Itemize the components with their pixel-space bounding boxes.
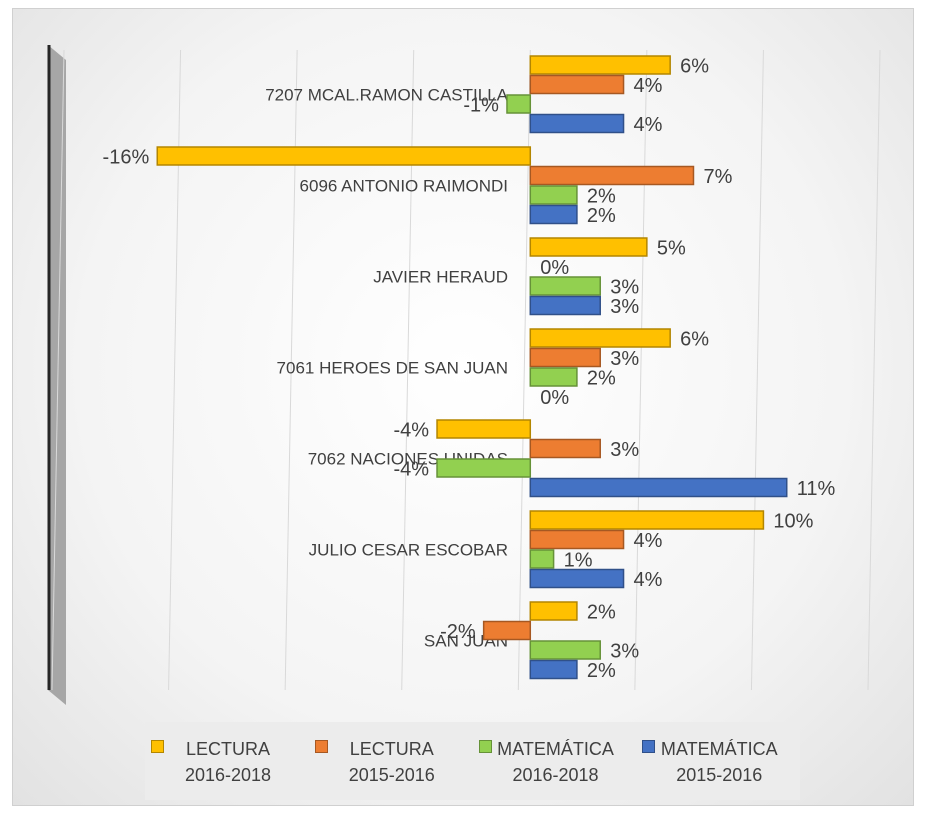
data-label: 0%	[540, 387, 569, 409]
bar	[529, 113, 625, 134]
legend: LECTURA 2016-2018 LECTURA 2015-2016 MATEMÁ…	[145, 722, 800, 800]
legend-label: LECTURA 2015-2016	[348, 739, 435, 785]
data-label: 3%	[610, 276, 639, 298]
bar	[529, 204, 578, 225]
bar	[529, 55, 671, 75]
data-label: 2%	[587, 367, 616, 389]
data-label: 6%	[680, 55, 709, 77]
data-label: 3%	[610, 348, 639, 370]
legend-swatch	[151, 740, 164, 753]
legend-item: LECTURA 2015-2016	[309, 722, 473, 800]
data-label: 3%	[610, 439, 639, 461]
data-label: -16%	[103, 146, 150, 168]
data-label: 4%	[634, 75, 663, 97]
legend-swatch	[478, 740, 492, 753]
bar	[529, 438, 601, 459]
bar	[529, 276, 601, 296]
bar	[529, 601, 578, 621]
data-label: 10%	[773, 510, 813, 532]
bar	[156, 146, 532, 166]
data-label: 11%	[797, 478, 836, 500]
bar	[529, 640, 601, 660]
data-label: 6%	[680, 328, 709, 350]
bar	[529, 568, 625, 589]
grid-line	[51, 49, 65, 691]
grid-line	[867, 49, 881, 691]
data-label: -1%	[463, 94, 499, 116]
bar	[436, 419, 532, 439]
legend-label: LECTURA 2016-2018	[184, 739, 272, 785]
data-label: 3%	[610, 640, 639, 662]
bar	[529, 347, 601, 368]
category-label: 6096 ANTONIO RAIMONDI	[300, 176, 508, 195]
data-label: 2%	[587, 601, 616, 623]
category-label: 7207 MCAL.RAMON CASTILLA	[265, 85, 508, 104]
legend-swatch	[642, 740, 656, 753]
bar	[529, 295, 601, 316]
data-label: 2%	[587, 205, 616, 227]
bar	[529, 510, 765, 530]
bar	[529, 529, 625, 550]
bar	[529, 74, 625, 95]
legend-swatch	[314, 740, 328, 753]
bar	[529, 549, 555, 569]
category-label: JAVIER HERAUD	[373, 267, 508, 286]
legend-item: LECTURA 2016-2018	[145, 722, 309, 800]
bar	[529, 367, 578, 387]
legend-item: MATEMÁTICA 2016-2018	[473, 722, 637, 800]
data-label: 1%	[564, 549, 593, 571]
bar	[529, 237, 648, 257]
bar	[529, 185, 578, 205]
category-label: 7061 HEROES DE SAN JUAN	[277, 358, 508, 377]
data-label: 0%	[540, 257, 569, 279]
data-label: 4%	[634, 530, 663, 552]
legend-item: MATEMÁTICA 2015-2016	[636, 722, 800, 800]
category-label: JULIO CESAR ESCOBAR	[309, 540, 508, 559]
legend-label: MATEMÁTICA 2016-2018	[497, 739, 614, 785]
bar	[436, 458, 532, 478]
bar	[482, 620, 532, 641]
data-label: 2%	[587, 185, 616, 207]
data-label: 7%	[703, 166, 732, 188]
bar	[529, 328, 671, 348]
grid-line	[168, 49, 182, 691]
grid-line	[750, 49, 764, 691]
grid-line	[634, 49, 648, 691]
data-label: 4%	[634, 569, 663, 591]
bar	[529, 659, 578, 680]
data-label: -2%	[440, 621, 476, 643]
data-label: -4%	[393, 419, 429, 441]
bar	[529, 165, 695, 186]
chart-background	[12, 8, 914, 806]
data-label: -4%	[393, 458, 429, 480]
data-label: 2%	[587, 660, 616, 682]
bar	[529, 477, 788, 498]
grid-line	[517, 49, 531, 691]
data-label: 3%	[610, 296, 639, 318]
side-wall	[48, 45, 66, 705]
data-label: 4%	[634, 114, 663, 136]
data-label: 5%	[657, 237, 686, 259]
bar	[506, 94, 532, 114]
legend-label: MATEMÁTICA 2015-2016	[660, 739, 778, 785]
